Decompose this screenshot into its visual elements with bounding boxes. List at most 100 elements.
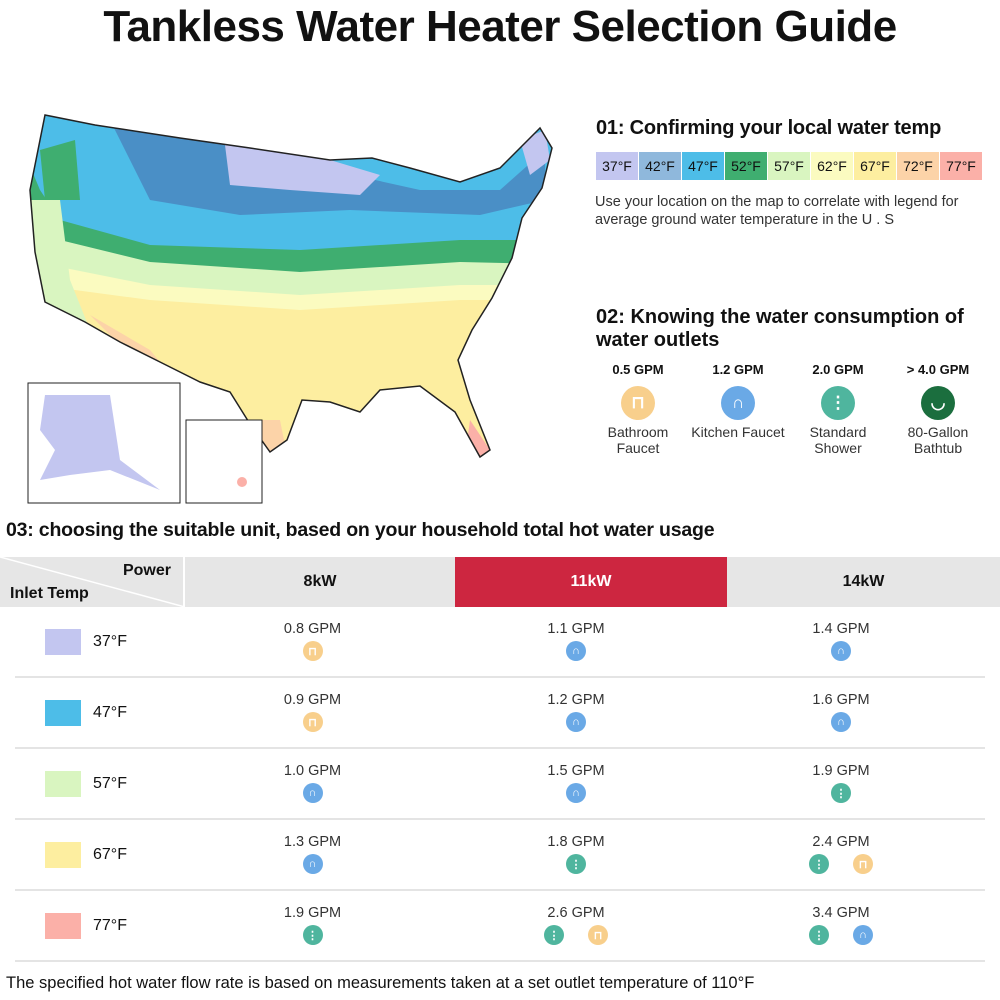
temp-swatch (45, 699, 81, 726)
hawaii-shape (237, 477, 247, 487)
outlet-icons: ⋮ (291, 925, 335, 945)
flow-cell: 1.4 GPM ∩ (712, 607, 970, 676)
shower-icon: ⋮ (302, 925, 323, 945)
legend-swatch-62: 62°F (811, 152, 854, 180)
gpm-value: 1.8 GPM (547, 834, 605, 850)
bathroom-faucet-icon: ⊓ (621, 386, 655, 420)
shower-icon: ⋮ (821, 386, 855, 420)
bathroom-faucet-icon: ⊓ (302, 641, 323, 661)
temp-label: 67°F (93, 845, 127, 863)
kitchen-faucet-icon: ∩ (853, 925, 873, 945)
power-label: Power (122, 562, 171, 579)
step3-heading: 03: choosing the suitable unit, based on… (6, 519, 715, 541)
inlet-temp-cell: 37°F (15, 607, 185, 676)
outlet-gpm: 2.0 GPM (812, 362, 864, 377)
table-row: 77°F 1.9 GPM ⋮ 2.6 GPM ⋮ ⊓ 3.4 GPM ⋮ ∩ (15, 891, 985, 962)
shower-icon: ⋮ (831, 783, 851, 803)
table-header: Power Inlet Temp 8kW 11kW 14kW (0, 557, 1000, 607)
outlet-icons: ∩ (819, 712, 863, 732)
gpm-value: 1.9 GPM (812, 763, 870, 779)
step2-heading: 02: Knowing the water consumption of wat… (596, 306, 964, 351)
bathroom-faucet-icon: ⊓ (853, 854, 873, 874)
inlet-temp-cell: 57°F (15, 749, 185, 818)
gpm-value: 0.9 GPM (283, 692, 342, 708)
outlet-label: Standard Shower (809, 424, 867, 456)
table-row: 37°F 0.8 GPM ⊓ 1.1 GPM ∩ 1.4 GPM ∩ (15, 607, 985, 678)
alaska-shape (40, 395, 160, 490)
flow-cell: 1.5 GPM ∩ (440, 749, 712, 818)
legend-swatch-57: 57°F (768, 152, 811, 180)
gpm-value: 1.3 GPM (283, 834, 342, 850)
step1-description: Use your location on the map to correlat… (595, 194, 959, 228)
outlet-gpm: > 4.0 GPM (906, 362, 970, 377)
legend-swatch-42: 42°F (639, 152, 682, 180)
flow-cell: 1.1 GPM ∩ (440, 607, 712, 676)
flow-cell: 1.6 GPM ∩ (712, 678, 970, 747)
temperature-legend: 37°F 42°F 47°F 52°F 57°F 62°F 67°F 72°F 77°F (596, 152, 983, 180)
flow-cell: 2.4 GPM ⋮ ⊓ (712, 820, 970, 889)
kitchen-faucet-icon: ∩ (566, 783, 586, 803)
outlet-list: 0.5 GPM ⊓ Bathroom Faucet 1.2 GPM ∩ Kitchen F… (588, 362, 988, 456)
kitchen-faucet-icon: ∩ (566, 712, 586, 732)
outlet-icons: ∩ (554, 641, 598, 661)
flow-cell: 0.8 GPM ⊓ (185, 607, 440, 676)
zone-72-sw (90, 315, 160, 362)
outlet-item: 1.2 GPM ∩ Kitchen Faucet (688, 362, 788, 456)
bathroom-faucet-icon: ⊓ (302, 712, 323, 732)
inlet-temp-cell: 47°F (15, 678, 185, 747)
gpm-value: 1.0 GPM (283, 763, 342, 779)
diagonal-divider (0, 557, 185, 607)
flow-cell: 2.6 GPM ⋮ ⊓ (440, 891, 712, 960)
table-row: 57°F 1.0 GPM ∩ 1.5 GPM ∩ 1.9 GPM ⋮ (15, 749, 985, 820)
hawaii-inset (185, 419, 263, 504)
outlet-item: > 4.0 GPM ◡ 80-Gallon Bathtub (888, 362, 988, 456)
bathroom-faucet-icon: ⊓ (588, 925, 608, 945)
shower-icon: ⋮ (809, 925, 829, 945)
temp-label: 57°F (93, 774, 127, 792)
temp-swatch (45, 628, 81, 655)
temp-swatch (45, 841, 81, 868)
outlet-icons: ∩ (819, 641, 863, 661)
kitchen-faucet-icon: ∩ (831, 641, 851, 661)
legend-swatch-47: 47°F (682, 152, 725, 180)
flow-cell: 3.4 GPM ⋮ ∩ (712, 891, 970, 960)
gpm-value: 1.2 GPM (547, 692, 605, 708)
outlet-item: 0.5 GPM ⊓ Bathroom Faucet (588, 362, 688, 456)
zone-57-coast (30, 200, 90, 330)
table-row: 67°F 1.3 GPM ∩ 1.8 GPM ⋮ 2.4 GPM ⋮ ⊓ (15, 820, 985, 891)
column-14kw: 14kW (727, 557, 1000, 607)
gpm-value: 1.6 GPM (812, 692, 870, 708)
outlet-item: 2.0 GPM ⋮ Standard Shower (788, 362, 888, 456)
flow-cell: 1.9 GPM ⋮ (185, 891, 440, 960)
inlet-temp-cell: 77°F (15, 891, 185, 960)
flow-rate-table: 37°F 0.8 GPM ⊓ 1.1 GPM ∩ 1.4 GPM ∩ 47°F 0.9 GPM ⊓… (0, 607, 1000, 962)
outlet-gpm: 1.2 GPM (712, 362, 764, 377)
legend-swatch-67: 67°F (854, 152, 897, 180)
gpm-value: 1.9 GPM (283, 905, 342, 921)
outlet-label: Bathroom Faucet (607, 424, 669, 456)
page-title: Tankless Water Heater Selection Guide (103, 2, 897, 51)
flow-cell: 1.8 GPM ⋮ (440, 820, 712, 889)
table-row: 47°F 0.9 GPM ⊓ 1.2 GPM ∩ 1.6 GPM ∩ (15, 678, 985, 749)
flow-cell: 0.9 GPM ⊓ (185, 678, 440, 747)
legend-swatch-52: 52°F (725, 152, 768, 180)
outlet-icons: ⋮ ⊓ (797, 854, 885, 874)
outlet-icons: ∩ (554, 712, 598, 732)
step1-heading: 01: Confirming your local water temp (596, 117, 942, 139)
kitchen-faucet-icon: ∩ (302, 783, 323, 803)
us-groundwater-temperature-map (27, 114, 553, 504)
temp-label: 77°F (93, 916, 127, 934)
temp-label: 37°F (93, 632, 127, 650)
outlet-icons: ⋮ ⊓ (532, 925, 620, 945)
shower-icon: ⋮ (566, 854, 586, 874)
column-11kw-highlighted: 11kW (455, 557, 727, 607)
kitchen-faucet-icon: ∩ (302, 854, 323, 874)
legend-swatch-37: 37°F (596, 152, 639, 180)
zone-37-midwest (225, 145, 380, 195)
outlet-label: 80-Gallon Bathtub (907, 424, 969, 456)
kitchen-faucet-icon: ∩ (721, 386, 755, 420)
outlet-icons: ⋮ (819, 783, 863, 803)
gpm-value: 1.4 GPM (812, 621, 870, 637)
flow-cell: 1.3 GPM ∩ (185, 820, 440, 889)
gpm-value: 1.1 GPM (547, 621, 605, 637)
